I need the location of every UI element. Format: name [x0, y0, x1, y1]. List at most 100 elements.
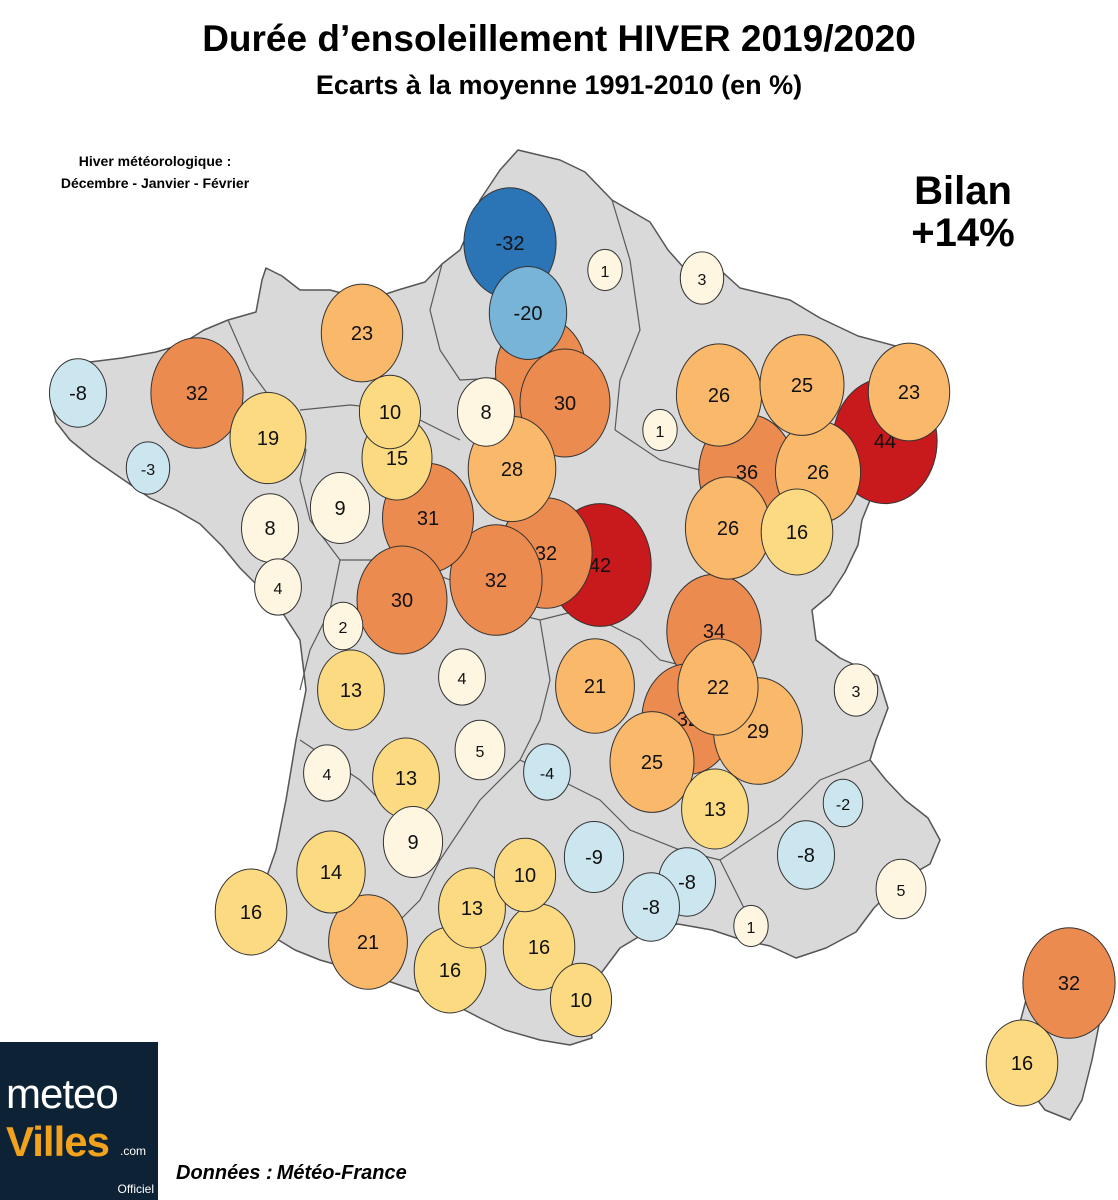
station-bubble [438, 648, 486, 706]
station-bubble [642, 408, 678, 452]
station-bubble [356, 545, 448, 655]
station-bubble [229, 391, 307, 485]
station-marker: 8 [241, 493, 299, 563]
station-marker: 23 [867, 342, 951, 442]
station-marker: -8 [49, 358, 107, 428]
station-bubble [457, 377, 515, 447]
station-marker: 32 [150, 337, 244, 449]
station-bubble [214, 868, 288, 956]
station-marker: -20 [488, 266, 568, 360]
station-value-label: -32 [496, 233, 525, 255]
station-value-label: -20 [514, 303, 543, 325]
station-marker: 14 [296, 830, 366, 914]
meteovilles-logo: meteo Villes .com Officiel [0, 1042, 158, 1200]
station-value-label: 1 [601, 264, 610, 281]
station-marker: 25 [759, 334, 845, 436]
logo-suffix: .com [120, 1144, 147, 1158]
station-value-label: 14 [320, 862, 342, 884]
station-marker: 4 [303, 744, 351, 802]
station-value-label: 32 [1058, 973, 1080, 995]
station-marker: 4 [254, 558, 302, 616]
bilan-value: +14% [911, 211, 1015, 255]
station-marker: 16 [760, 488, 834, 576]
station-marker: -2 [822, 778, 864, 828]
station-marker: 5 [875, 858, 927, 920]
station-value-label: 21 [357, 932, 379, 954]
station-bubble [493, 837, 557, 913]
station-bubble [125, 441, 171, 495]
station-value-label: 13 [461, 898, 483, 920]
station-value-label: 34 [703, 621, 725, 643]
station-value-label: 29 [747, 721, 769, 743]
station-marker: 32 [449, 524, 543, 636]
station-marker: 13 [317, 649, 385, 731]
station-bubble [833, 663, 879, 717]
station-bubble [822, 778, 864, 828]
map-subtitle: Ecarts à la moyenne 1991-2010 (en %) [315, 70, 803, 100]
station-value-label: 25 [791, 375, 813, 397]
station-marker: 22 [677, 638, 759, 736]
station-value-label: -8 [678, 872, 696, 894]
station-marker: 21 [555, 638, 635, 734]
station-value-label: 26 [708, 385, 730, 407]
station-bubble [985, 1019, 1059, 1107]
station-value-label: 10 [570, 990, 592, 1012]
station-bubble [622, 872, 680, 942]
station-value-label: 4 [458, 671, 467, 688]
station-value-label: 25 [641, 752, 663, 774]
station-marker: 8 [457, 377, 515, 447]
station-marker: 5 [454, 719, 506, 781]
source-label: Données : [176, 1162, 273, 1184]
station-value-label: -2 [836, 797, 850, 814]
station-value-label: 23 [898, 382, 920, 404]
station-value-label: -3 [141, 462, 155, 479]
station-value-label: 1 [747, 920, 756, 937]
station-marker: 2 [322, 601, 364, 651]
station-bubble [303, 744, 351, 802]
station-value-label: 13 [704, 799, 726, 821]
station-value-label: 23 [351, 323, 373, 345]
station-marker: 10 [493, 837, 557, 913]
station-value-label: -8 [797, 845, 815, 867]
station-value-label: 8 [480, 402, 491, 424]
station-bubble [328, 894, 408, 990]
station-value-label: 4 [323, 767, 332, 784]
station-bubble [296, 830, 366, 914]
station-bubble [449, 524, 543, 636]
station-bubble [563, 821, 625, 893]
station-value-label: -8 [642, 897, 660, 919]
station-value-label: 10 [379, 402, 401, 424]
station-marker: -4 [523, 743, 571, 801]
logo-line1: meteo [6, 1070, 119, 1117]
station-bubble [777, 820, 835, 890]
station-marker: 4 [438, 648, 486, 706]
station-value-label: 32 [186, 383, 208, 405]
station-bubble [254, 558, 302, 616]
station-value-label: -9 [585, 847, 603, 869]
station-bubble [679, 251, 725, 305]
station-value-label: 1 [656, 424, 665, 441]
station-marker: 32 [1022, 927, 1116, 1039]
station-value-label: 8 [264, 518, 275, 540]
station-value-label: 4 [274, 581, 283, 598]
station-bubble [1022, 927, 1116, 1039]
season-note-line2: Décembre - Janvier - Février [60, 175, 250, 191]
station-bubble [677, 638, 759, 736]
station-value-label: 32 [485, 570, 507, 592]
station-marker: 1 [642, 408, 678, 452]
station-bubble [49, 358, 107, 428]
station-marker: 21 [328, 894, 408, 990]
station-value-label: 15 [386, 448, 408, 470]
station-marker: 19 [229, 391, 307, 485]
station-bubble [438, 867, 506, 949]
station-bubble [317, 649, 385, 731]
station-value-label: 13 [395, 768, 417, 790]
border-ara-paca [719, 759, 871, 861]
station-marker: 30 [356, 545, 448, 655]
border-hdf-east [611, 199, 641, 431]
station-value-label: 21 [584, 676, 606, 698]
bilan-label: Bilan [914, 169, 1012, 213]
station-value-label: 32 [535, 543, 557, 565]
station-bubble [733, 904, 769, 948]
